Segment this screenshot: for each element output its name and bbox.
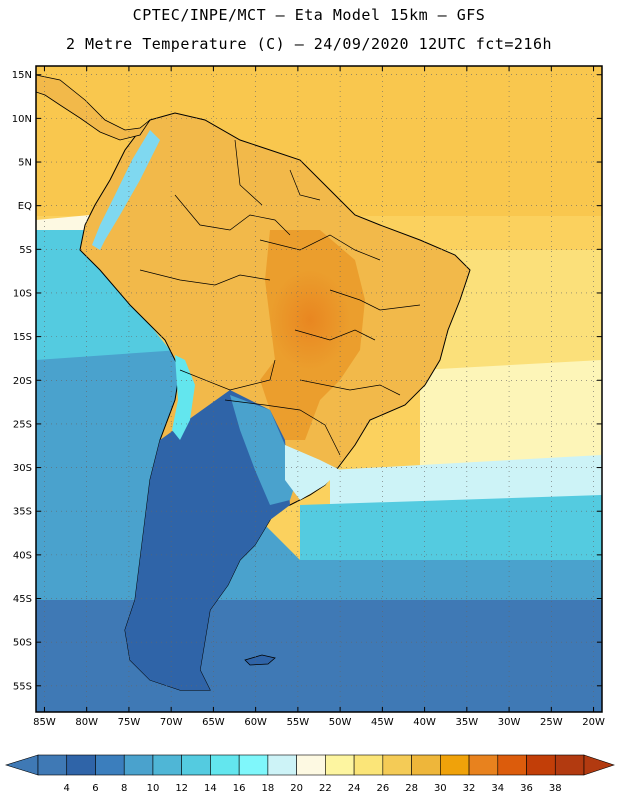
lon-tick-label: 40W [413,717,436,728]
lon-tick-label: 35W [456,717,479,728]
colorbar-label: 12 [175,783,188,794]
colorbar-label: 6 [92,783,98,794]
colorbar-swatch [554,754,585,776]
lat-tick-label: 10N [12,114,32,125]
colorbar-swatch [382,754,412,776]
lat-tick-label: 45S [13,594,32,605]
colorbar-label: 28 [405,783,418,794]
colorbar-swatch [497,754,527,776]
colorbar-swatch [37,754,68,776]
colorbar-label: 22 [319,783,332,794]
colorbar-swatch [123,754,154,776]
lat-tick-label: 55S [13,681,32,692]
colorbar-low-arrow [4,754,39,776]
latitude-labels: 15N 10N 5N EQ 5S 10S 15S 20S 25S 30S 35S 40S 45S 50S 5… [12,70,32,692]
colorbar-label: 26 [376,783,389,794]
lat-tick-label: 25S [13,419,32,430]
map-title-line2: 2 Metre Temperature (C) – 24/09/2020 12U… [65,35,553,53]
colorbar-swatch [325,754,355,776]
lat-tick-label: 30S [13,463,32,474]
colorbar-label: 32 [463,783,476,794]
lon-tick-label: 80W [75,717,98,728]
lat-tick-label: EQ [18,201,32,212]
colorbar-label: 4 [64,783,70,794]
lat-tick-label: 10S [13,288,32,299]
lat-tick-label: 40S [13,550,32,561]
lat-tick-label: 35S [13,507,32,518]
colorbar-label: 18 [262,783,275,794]
map-field [36,66,602,712]
lon-tick-label: 55W [287,717,310,728]
lon-tick-label: 25W [540,717,563,728]
colorbar-swatch [95,754,125,776]
colorbar-swatch [526,754,556,776]
colorbar-label: 16 [233,783,246,794]
falkland-islands [244,654,276,666]
colorbar-label: 10 [147,783,160,794]
colorbar-swatch [440,754,470,776]
southern-ocean-band [36,600,602,712]
altiplano-cold-streak [172,355,195,440]
colorbar-label: 20 [290,783,303,794]
lon-tick-label: 85W [33,717,56,728]
colorbar-label: 34 [491,783,504,794]
lon-tick-label: 20W [582,717,605,728]
uruguay-cool-region [285,445,340,500]
colorbar-swatch [411,754,441,776]
lat-tick-label: 5S [19,245,32,256]
southern-cone-cool-region [125,390,290,690]
country-borders [139,139,421,456]
lat-tick-label: 20S [13,376,32,387]
lon-tick-label: 45W [371,717,394,728]
colorbar-swatch [296,754,326,776]
lon-tick-label: 50W [329,717,352,728]
lon-tick-label: 70W [160,717,183,728]
colorbar-swatch [267,754,297,776]
colorbar-label: 14 [204,783,217,794]
graticule-ticks [36,66,602,712]
colorbar-high-arrow [583,754,615,776]
colorbar-swatch [353,754,384,776]
colorbar-label: 8 [121,783,127,794]
lon-tick-label: 75W [118,717,141,728]
lat-tick-label: 15S [13,332,32,343]
central-america-landmass [36,74,151,141]
pampas-cool-region [230,395,300,505]
south-atlantic-band [300,495,602,580]
longitude-labels: 85W 80W 75W 70W 65W 60W 55W 50W 45W 40W 35W 30W 25W 2… [33,717,605,728]
andes-cold-streak [92,130,160,250]
lat-tick-label: 15N [12,70,32,81]
interior-hotspot [270,270,350,370]
lon-tick-label: 65W [202,717,225,728]
map-title-line1: CPTEC/INPE/MCT – Eta Model 15km – GFS [132,6,486,24]
colorbar-swatch [468,754,499,776]
map-frame [35,65,603,713]
lon-tick-label: 60W [244,717,267,728]
colorbar-label: 36 [520,783,533,794]
colorbar-swatch [238,754,269,776]
colorbar [4,754,615,776]
lat-tick-label: 50S [13,638,32,649]
colorbar-label: 30 [434,783,447,794]
colorbar-swatch [66,754,96,776]
colorbar-swatch [210,754,240,776]
lat-tick-label: 5N [18,158,32,169]
colorbar-labels: 4 6 8 10 12 14 16 18 20 22 24 26 28 30 32 34 36 38 [64,783,562,794]
colorbar-label: 38 [549,783,562,794]
colorbar-label: 24 [348,783,361,794]
lon-tick-label: 30W [498,717,521,728]
colorbar-swatch [152,754,182,776]
colorbar-swatch [181,754,211,776]
